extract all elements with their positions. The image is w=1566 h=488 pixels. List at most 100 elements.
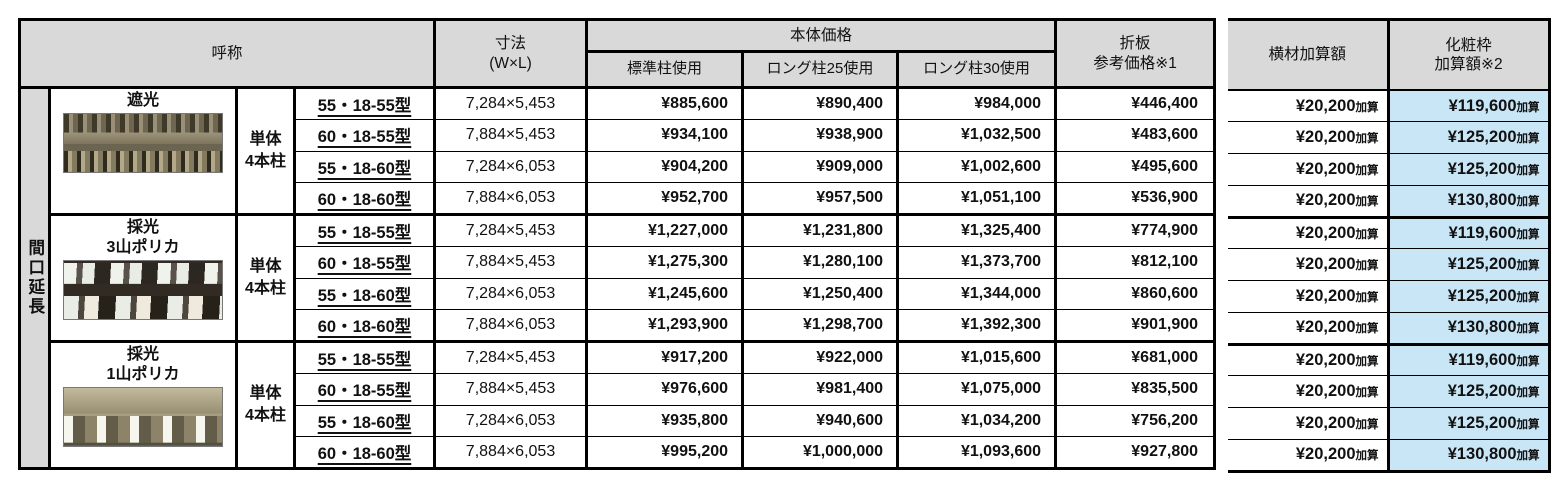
column-type-cell: 単体 4本柱: [235, 340, 296, 469]
tables-layout: 呼称 寸法 (W×L) 本体価格 折板 参考価格※1 標準柱使用 ロング柱25使…: [17, 18, 1551, 473]
header-crossbeam-addition: 横材加算額: [1228, 18, 1390, 91]
frame-addition-suffix: 加算: [1516, 387, 1540, 400]
frame-addition-suffix: 加算: [1516, 164, 1540, 177]
size-type-cell: 60・18-55型: [292, 372, 437, 405]
frame-addition-suffix: 加算: [1516, 291, 1540, 304]
crossbeam-addition-value: ¥20,200: [1295, 128, 1356, 147]
header-dimension-line1: 寸法: [495, 35, 527, 53]
frame-addition-value: ¥119,600: [1448, 350, 1517, 369]
addition-table-row: ¥20,200加算 ¥119,600加算: [1228, 215, 1551, 249]
standard-price-cell: ¥1,275,300: [585, 245, 745, 278]
crossbeam-addition-value: ¥20,200: [1295, 159, 1356, 178]
addition-table-row: ¥20,200加算 ¥125,200加算: [1228, 407, 1551, 440]
dimension-cell: 7,284×5,453: [433, 213, 589, 247]
frame-addition-cell: ¥119,600加算: [1388, 342, 1551, 376]
standard-price-cell: ¥904,200: [585, 150, 745, 183]
long30-price-cell: ¥1,051,100: [896, 182, 1058, 215]
crossbeam-addition-value: ¥20,200: [1295, 223, 1356, 242]
frame-addition-value: ¥119,600: [1448, 96, 1517, 115]
size-type-cell: 55・18-55型: [292, 213, 437, 247]
header-decorative-frame-addition: 化粧枠 加算額※2: [1388, 18, 1551, 91]
dimension-cell: 7,284×6,053: [433, 404, 589, 437]
sheet-price-cell: ¥536,900: [1054, 182, 1217, 215]
frame-addition-value: ¥119,600: [1448, 223, 1517, 242]
long30-price-cell: ¥1,002,600: [896, 150, 1058, 183]
size-type-cell: 60・18-60型: [292, 309, 437, 342]
frame-addition-value: ¥125,200: [1447, 255, 1517, 274]
crossbeam-addition-suffix: 加算: [1355, 323, 1379, 336]
header-sheet-line1: 折板: [1119, 35, 1151, 53]
table-row: 60・18-55型 7,884×5,453 ¥976,600 ¥981,400 ¥1,0…: [20, 372, 1217, 405]
standard-price-cell: ¥976,600: [585, 372, 745, 405]
sheet-price-cell: ¥835,500: [1054, 372, 1217, 405]
frame-addition-cell: ¥125,200加算: [1388, 375, 1551, 408]
crossbeam-addition-suffix: 加算: [1355, 164, 1379, 177]
size-type-cell: 55・18-60型: [292, 404, 437, 437]
long30-price-cell: ¥1,015,600: [896, 340, 1058, 374]
frame-addition-cell: ¥130,800加算: [1388, 438, 1551, 473]
crossbeam-addition-value: ¥20,200: [1295, 255, 1356, 274]
crossbeam-addition-cell: ¥20,200加算: [1228, 121, 1390, 154]
frame-addition-suffix: 加算: [1516, 228, 1540, 241]
size-type-text: 60・18-55型: [317, 128, 412, 147]
long25-price-cell: ¥1,280,100: [741, 245, 900, 278]
long30-price-cell: ¥1,325,400: [896, 213, 1058, 247]
long30-price-cell: ¥984,000: [896, 87, 1058, 120]
frame-addition-suffix: 加算: [1516, 450, 1540, 463]
table-row: 間口延長 遮光 単体 4本柱 55・18-55型 7,284×5,453 ¥885,600 ¥…: [18, 87, 1217, 469]
sheet-price-cell: ¥860,600: [1054, 277, 1217, 310]
table-row: 55・18-60型 7,284×6,053 ¥904,200 ¥909,000 ¥1,0…: [20, 150, 1217, 183]
size-type-text: 55・18-60型: [317, 159, 412, 178]
table-row: 55・18-60型 7,284×6,053 ¥1,245,600 ¥1,250,400…: [20, 277, 1217, 310]
crossbeam-addition-cell: ¥20,200加算: [1228, 407, 1390, 440]
addition-table-row: ¥20,200加算 ¥130,800加算: [1228, 311, 1551, 344]
addition-table-row: ¥20,200加算 ¥125,200加算: [1228, 280, 1551, 313]
column-type-cell: 単体 4本柱: [235, 87, 296, 215]
size-type-text: 60・18-60型: [317, 318, 412, 337]
dimension-cell: 7,284×5,453: [433, 340, 589, 374]
product-name-label: 採光: [126, 219, 159, 236]
crossbeam-addition-cell: ¥20,200加算: [1228, 89, 1390, 122]
standard-price-cell: ¥995,200: [585, 436, 745, 469]
column-type-line: 単体: [249, 258, 282, 276]
standard-price-cell: ¥885,600: [585, 87, 745, 120]
crossbeam-addition-value: ¥20,200: [1295, 350, 1356, 369]
size-type-cell: 60・18-55型: [292, 245, 437, 278]
long25-price-cell: ¥957,500: [741, 182, 900, 215]
addition-table-row: ¥20,200加算 ¥125,200加算: [1228, 121, 1551, 154]
size-type-text: 55・18-55型: [317, 223, 412, 242]
column-type-line: 4本柱: [245, 153, 286, 170]
main-table-body: 間口延長 遮光 単体 4本柱 55・18-55型 7,284×5,453 ¥885,600 ¥…: [18, 87, 1217, 469]
size-type-text: 60・18-60型: [317, 445, 412, 464]
size-type-text: 55・18-55型: [317, 96, 412, 115]
crossbeam-addition-suffix: 加算: [1355, 291, 1379, 304]
dimension-cell: 7,884×6,053: [433, 182, 589, 215]
column-type-line: 単体: [249, 131, 282, 149]
sheet-price-cell: ¥901,900: [1054, 309, 1217, 342]
column-type-line: 4本柱: [245, 407, 286, 424]
frame-addition-value: ¥125,200: [1447, 159, 1517, 178]
dimension-cell: 7,884×6,053: [433, 309, 589, 342]
addition-table-row: ¥20,200加算 ¥119,600 加算: [1228, 89, 1551, 122]
frame-addition-cell: ¥125,200加算: [1388, 407, 1551, 440]
crossbeam-addition-suffix: 加算: [1355, 101, 1379, 114]
crossbeam-addition-suffix: 加算: [1355, 133, 1379, 146]
product-name-label: 遮光: [126, 92, 159, 109]
column-type-cell: 単体 4本柱: [235, 213, 296, 342]
frame-addition-suffix: 加算: [1516, 133, 1540, 146]
crossbeam-addition-suffix: 加算: [1355, 196, 1379, 209]
dimension-cell: 7,884×5,453: [433, 245, 589, 278]
size-type-text: 55・18-55型: [317, 350, 412, 369]
frame-addition-value: ¥125,200: [1447, 128, 1517, 147]
product-photo-cell: 採光 3山ポリカ: [48, 213, 238, 342]
header-long25-column: ロング柱25使用: [741, 51, 900, 89]
dimension-cell: 7,284×5,453: [433, 87, 589, 120]
crossbeam-addition-suffix: 加算: [1355, 260, 1379, 273]
frame-addition-cell: ¥125,200加算: [1388, 280, 1551, 313]
header-frame-line1: 化粧枠: [1445, 36, 1492, 54]
product-photo-cell: 採光 1山ポリカ: [48, 340, 238, 469]
table-row: 60・18-55型 7,884×5,453 ¥934,100 ¥938,900 ¥1,0…: [20, 118, 1217, 151]
frame-addition-cell: ¥125,200加算: [1388, 248, 1551, 281]
addition-table-row: ¥20,200加算 ¥125,200加算: [1228, 375, 1551, 408]
product-photo-wrap: 採光 3山ポリカ: [51, 216, 235, 325]
